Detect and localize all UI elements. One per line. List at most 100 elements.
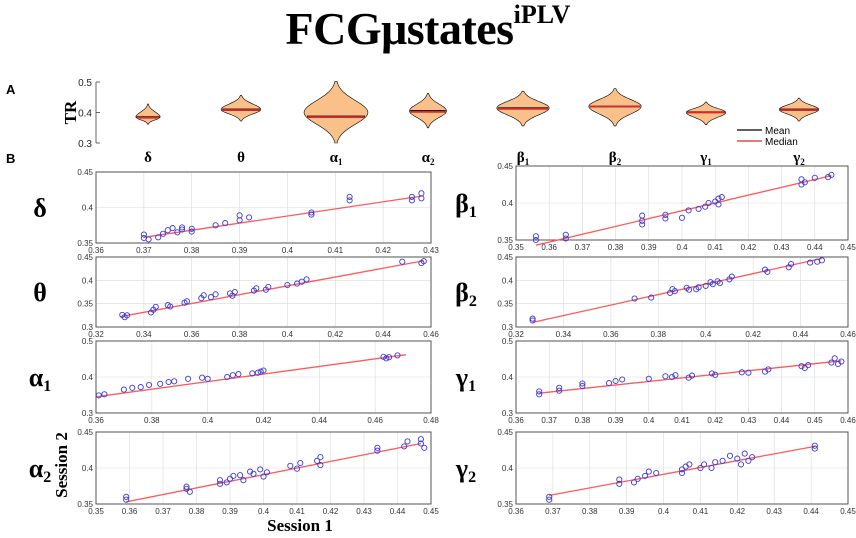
scatter-point	[212, 291, 219, 298]
scatter-point	[120, 386, 127, 393]
scatter-point	[231, 288, 238, 296]
scatter-y-tick-label: 0.45	[497, 162, 513, 171]
scatter-y-tick-label: 0.3	[502, 323, 514, 332]
scatter-point	[236, 217, 243, 224]
scatter-point	[167, 303, 174, 310]
scatter-point	[171, 378, 178, 385]
scatter-x-tick-label: 0.38	[608, 243, 624, 252]
scatter-point	[648, 294, 655, 301]
panel-b-letter: B	[6, 151, 15, 166]
scatter-y-tick-label: 0.4	[502, 464, 514, 473]
scatter-x-tick-label: 0.44	[390, 507, 406, 516]
scatter-point	[807, 259, 814, 266]
scatter-x-tick-label: 0.42	[323, 507, 339, 516]
scatter-x-tick-label: 0.44	[312, 416, 328, 425]
scatter-y-tick-label: 0.4	[82, 204, 94, 213]
scatter-point	[123, 493, 130, 500]
scatter-point	[257, 466, 264, 473]
scatter-y-tick-label: 0.4	[82, 464, 94, 473]
violin-category-label: γ1	[699, 150, 712, 167]
scatter-point	[346, 193, 353, 200]
scatter-point	[152, 303, 159, 310]
scatter-point	[145, 381, 153, 388]
scatter-x-tick-label: 0.37	[575, 243, 591, 252]
scatter-y-tick-label: 0.35	[77, 500, 93, 509]
scatter-x-tick-label: 0.42	[327, 330, 343, 339]
scatter-plot-6: 0.32 0.34 0.36 0.38 0.4 0.42 0.44 0.46 0.3 0.35 0.…	[455, 253, 856, 339]
scatter-x-tick-label: 0.41	[289, 507, 305, 516]
scatter-point	[129, 384, 136, 391]
scatter-point	[417, 436, 424, 443]
scatter-point	[188, 225, 195, 232]
scatter-band-label: α1	[29, 363, 52, 395]
scatter-point	[185, 375, 192, 382]
title-superscript: iPLV	[513, 0, 571, 29]
scatter-x-tick-label: 0.38	[184, 246, 200, 255]
panel-a-letter: A	[6, 82, 16, 97]
scatter-y-tick-label: 0.35	[497, 236, 513, 245]
scatter-point	[738, 369, 745, 376]
scatter-x-tick-label: 0.39	[608, 416, 624, 425]
scatter-plot-5: 0.35 0.36 0.37 0.38 0.39 0.4 0.41 0.42 0.43 0.44 0…	[455, 162, 856, 252]
scatter-point	[101, 391, 108, 398]
scatter-point	[579, 382, 586, 390]
scatter-x-tick-label: 0.44	[803, 507, 819, 516]
x-axis-title: Session 1	[267, 516, 333, 535]
scatter-point	[718, 194, 725, 201]
scatter-point	[546, 496, 553, 503]
scatter-point	[223, 479, 230, 486]
scatter-x-tick-label: 0.36	[603, 330, 619, 339]
scatter-x-tick-label: 0.45	[423, 507, 439, 516]
scatter-point	[678, 214, 686, 221]
scatter-x-tick-label: 0.46	[367, 416, 383, 425]
scatter-x-tick-label: 0.46	[423, 330, 439, 339]
scatter-point	[801, 179, 808, 186]
scatter-point	[386, 354, 393, 361]
scatter-point	[199, 374, 206, 381]
scatter-point	[556, 384, 563, 391]
legend-mean-label: Mean	[765, 126, 790, 137]
scatter-point	[716, 280, 723, 287]
scatter-point	[811, 174, 818, 181]
scatter-point	[314, 457, 321, 464]
scatter-point	[818, 257, 825, 264]
scatter-point	[417, 440, 424, 447]
scatter-x-tick-label: 0.36	[184, 330, 200, 339]
scatter-point	[265, 283, 272, 290]
violin-category-label: α2	[422, 150, 435, 167]
scatter-x-tick-label: 0.41	[707, 243, 723, 252]
scatter-y-tick-label: 0.4	[82, 276, 94, 285]
scatter-point	[579, 380, 586, 387]
scatter-border	[515, 431, 849, 505]
scatter-fit-line	[119, 260, 424, 318]
scatter-point	[137, 384, 144, 391]
scatter-point	[672, 372, 679, 379]
scatter-border	[515, 256, 849, 328]
scatter-x-tick-label: 0.42	[375, 246, 391, 255]
scatter-point	[630, 479, 638, 486]
scatter-border	[95, 171, 432, 244]
scatter-border	[95, 340, 432, 414]
scatter-point	[179, 224, 186, 231]
violin-y-tick-label: 0.5	[78, 78, 92, 89]
scatter-point	[719, 457, 726, 464]
scatter-point	[404, 438, 411, 445]
scatter-point	[263, 469, 270, 476]
scatter-point	[562, 235, 569, 242]
scatter-point	[212, 222, 219, 229]
scatter-point	[124, 312, 131, 319]
scatter-x-tick-label: 0.39	[232, 246, 248, 255]
scatter-point	[287, 462, 294, 469]
scatter-x-tick-label: 0.4	[658, 507, 670, 516]
scatter-point	[140, 231, 147, 238]
scatter-x-tick-label: 0.46	[840, 330, 856, 339]
scatter-point	[183, 483, 190, 490]
scatter-point	[123, 496, 130, 503]
scatter-point	[662, 373, 669, 380]
scatter-point	[169, 225, 176, 232]
scatter-y-tick-label: 0.45	[497, 253, 513, 262]
scatter-point	[831, 355, 838, 362]
scatter-point	[95, 392, 102, 399]
scatter-x-tick-label: 0.39	[619, 507, 635, 516]
